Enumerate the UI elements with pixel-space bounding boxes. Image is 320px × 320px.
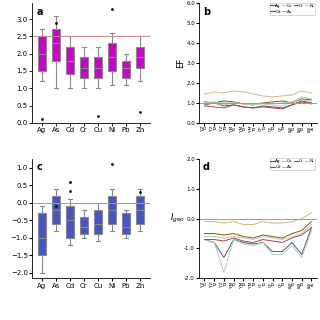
PathPatch shape (136, 196, 144, 224)
Y-axis label: $I_{geo}$: $I_{geo}$ (170, 212, 186, 225)
PathPatch shape (52, 29, 60, 60)
Text: b: b (203, 7, 210, 17)
PathPatch shape (38, 213, 46, 255)
PathPatch shape (94, 210, 102, 234)
PathPatch shape (136, 47, 144, 68)
PathPatch shape (52, 196, 60, 224)
Text: c: c (37, 162, 43, 172)
Y-axis label: EF: EF (176, 58, 185, 68)
Legend: Ag, Cd, Cu, As, Cr, Ni: Ag, Cd, Cu, As, Cr, Ni (269, 158, 315, 170)
PathPatch shape (94, 57, 102, 78)
PathPatch shape (80, 57, 88, 78)
PathPatch shape (80, 217, 88, 234)
Text: d: d (203, 162, 210, 172)
Legend: Ag, Cd, Cu, As, Cr, Ni: Ag, Cd, Cu, As, Cr, Ni (269, 3, 315, 15)
Text: a: a (37, 7, 43, 17)
PathPatch shape (66, 47, 74, 75)
PathPatch shape (122, 60, 130, 78)
PathPatch shape (108, 196, 116, 224)
PathPatch shape (122, 213, 130, 234)
PathPatch shape (38, 36, 46, 71)
PathPatch shape (66, 206, 74, 238)
PathPatch shape (108, 43, 116, 71)
